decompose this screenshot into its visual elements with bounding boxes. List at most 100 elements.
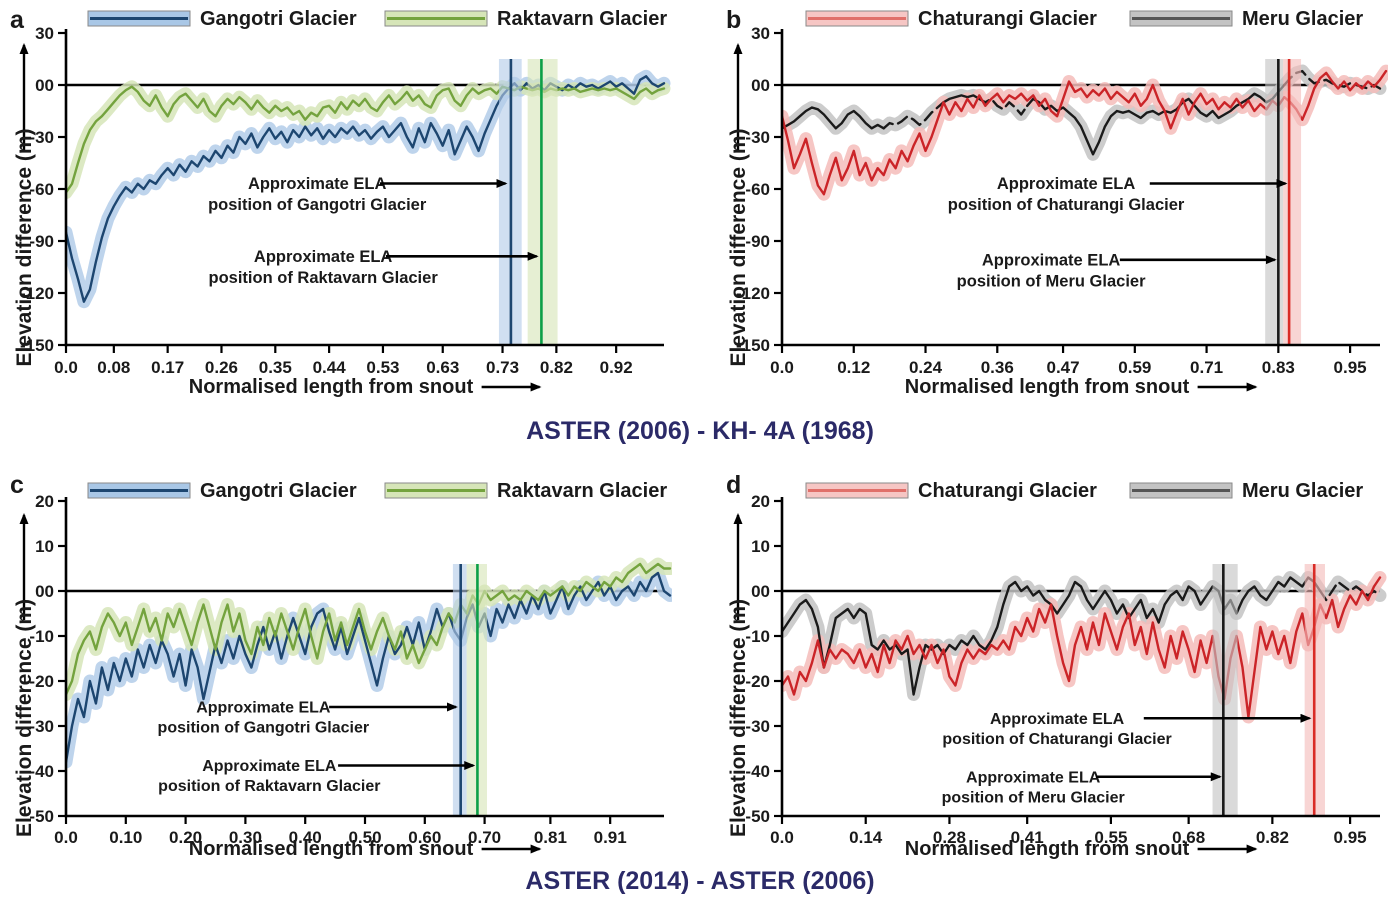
annotation-text: position of Raktavarn Glacier: [209, 269, 439, 287]
panel-a-chart: a Gangotri Glacier Raktavarn Glacier 30 00 -3…: [10, 6, 671, 398]
legend-item-a-0: Gangotri Glacier: [87, 8, 357, 30]
x-tick-label: 0.35: [259, 358, 292, 377]
y-tick-label: 00: [35, 76, 54, 95]
series-line-meru-glacier: [1026, 83, 1286, 156]
panel-label-c: c: [10, 471, 24, 499]
annotation-text: Approximate ELA: [202, 758, 337, 775]
y-tick-label: -30: [29, 717, 54, 736]
annotation-b-1: Approximate ELA position of Meru Glacier: [957, 251, 1277, 290]
y-tick-label: -60: [745, 180, 770, 199]
y-tick-label: 00: [751, 582, 770, 601]
x-tick-label: 0.0: [54, 358, 78, 377]
x-tick-label: 0.82: [540, 358, 573, 377]
x-tick-label: 0.70: [468, 828, 501, 847]
y-tick-label: 20: [751, 492, 770, 511]
annotation-text: Approximate ELA: [997, 175, 1136, 193]
y-tick-label: -30: [29, 128, 54, 147]
x-tick-label: 0.26: [205, 358, 238, 377]
annotation-text: position of Meru Glacier: [942, 789, 1125, 806]
y-tick-label: -120: [20, 284, 54, 303]
y-tick-label: -10: [745, 627, 770, 646]
legend-item-c-0: Gangotri Glacier: [87, 480, 357, 502]
legend-label: Raktavarn Glacier: [497, 480, 667, 502]
y-tick-label: 30: [35, 24, 54, 43]
y-tick-label: 00: [35, 582, 54, 601]
legend-label: Meru Glacier: [1242, 480, 1363, 502]
series-line-meru-glacier: [978, 97, 1029, 116]
y-tick-label: 10: [751, 537, 770, 556]
x-tick-label: 0.12: [837, 358, 870, 377]
series-line-meru-glacier: [882, 101, 945, 130]
x-tick-label: 0.36: [981, 358, 1014, 377]
x-axis-label: Normalised length from snout: [905, 838, 1190, 859]
x-tick-label: 0.28: [933, 828, 966, 847]
series-line-raktavarn-glacier: [66, 562, 672, 696]
x-tick-label: 0.63: [426, 358, 459, 377]
y-tick-label: -90: [745, 232, 770, 251]
series-line-chaturangi-glacier: [782, 576, 1382, 719]
y-tick-label: -10: [29, 627, 54, 646]
legend-label: Chaturangi Glacier: [918, 8, 1097, 30]
annotation-text: position of Gangotri Glacier: [208, 196, 427, 214]
y-tick-label: -50: [745, 807, 770, 826]
legend-item-b-0: Chaturangi Glacier: [805, 8, 1097, 30]
annotation-text: Approximate ELA: [196, 700, 331, 717]
x-tick-label: 0.24: [909, 358, 943, 377]
panel-label-d: d: [726, 471, 741, 499]
annotation-a-0: Approximate ELA position of Gangotri Glac…: [208, 175, 508, 214]
annotation-text: position of Chaturangi Glacier: [948, 196, 1185, 214]
panel-b-chart: b Chaturangi Glacier Meru Glacier 30 00 -30 -6…: [726, 6, 1388, 398]
y-tick-label: -150: [736, 336, 770, 355]
annotation-text: position of Meru Glacier: [957, 272, 1146, 290]
x-tick-label: 0.95: [1334, 828, 1367, 847]
annotation-text: position of Raktavarn Glacier: [158, 778, 380, 795]
x-tick-label: 0.83: [1262, 358, 1295, 377]
x-tick-label: 0.71: [1190, 358, 1223, 377]
x-tick-label: 0.0: [54, 828, 78, 847]
x-tick-label: 0.55: [1094, 828, 1127, 847]
x-tick-label: 0.68: [1172, 828, 1205, 847]
y-tick-label: -40: [745, 762, 770, 781]
legend-label: Gangotri Glacier: [200, 8, 357, 30]
annotation-d-0: Approximate ELA position of Chaturangi Gl…: [942, 711, 1312, 748]
y-tick-label: -30: [745, 128, 770, 147]
y-tick-label: 20: [35, 492, 54, 511]
x-tick-label: 0.41: [1011, 828, 1044, 847]
x-tick-label: 0.73: [486, 358, 519, 377]
annotation-text: Approximate ELA: [248, 175, 387, 193]
annotation-text: position of Gangotri Glacier: [158, 720, 370, 737]
x-tick-label: 0.82: [1256, 828, 1289, 847]
legend-item-d-1: Meru Glacier: [1129, 480, 1363, 502]
x-tick-label: 0.0: [770, 358, 794, 377]
x-tick-label: 0.47: [1047, 358, 1080, 377]
y-tick-label: 00: [751, 76, 770, 95]
y-tick-label: -150: [20, 336, 54, 355]
annotation-text: Approximate ELA: [966, 769, 1101, 786]
y-axis-label: Elevation difference (m): [13, 128, 36, 366]
y-tick-label: -40: [29, 762, 54, 781]
x-tick-label: 0.40: [289, 828, 322, 847]
panel-d-chart: d Chaturangi Glacier Meru Glacier 20 10 00 -10…: [726, 471, 1387, 859]
ela-band-chaturangi-ela: [1283, 59, 1302, 345]
x-tick-label: 0.17: [151, 358, 184, 377]
annotation-text: Approximate ELA: [990, 711, 1125, 728]
x-tick-label: 0.44: [313, 358, 347, 377]
y-tick-label: -20: [745, 672, 770, 691]
y-tick-label: -120: [736, 284, 770, 303]
y-tick-label: 10: [35, 537, 54, 556]
x-tick-label: 0.0: [770, 828, 794, 847]
annotation-c-1: Approximate ELA position of Raktavarn Gla…: [158, 758, 476, 795]
series-line-meru-glacier: [942, 94, 981, 104]
x-tick-label: 0.60: [408, 828, 441, 847]
y-tick-label: 30: [751, 24, 770, 43]
panel-label-a: a: [10, 6, 25, 34]
x-axis-label: Normalised length from snout: [905, 376, 1190, 398]
y-tick-label: -50: [29, 807, 54, 826]
annotation-a-1: Approximate ELA position of Raktavarn Gla…: [209, 248, 539, 287]
x-tick-label: 0.59: [1118, 358, 1151, 377]
x-tick-label: 0.20: [169, 828, 202, 847]
x-tick-label: 0.50: [348, 828, 381, 847]
x-tick-label: 0.10: [109, 828, 142, 847]
y-tick-label: -30: [745, 717, 770, 736]
legend-item-b-1: Meru Glacier: [1129, 8, 1363, 30]
